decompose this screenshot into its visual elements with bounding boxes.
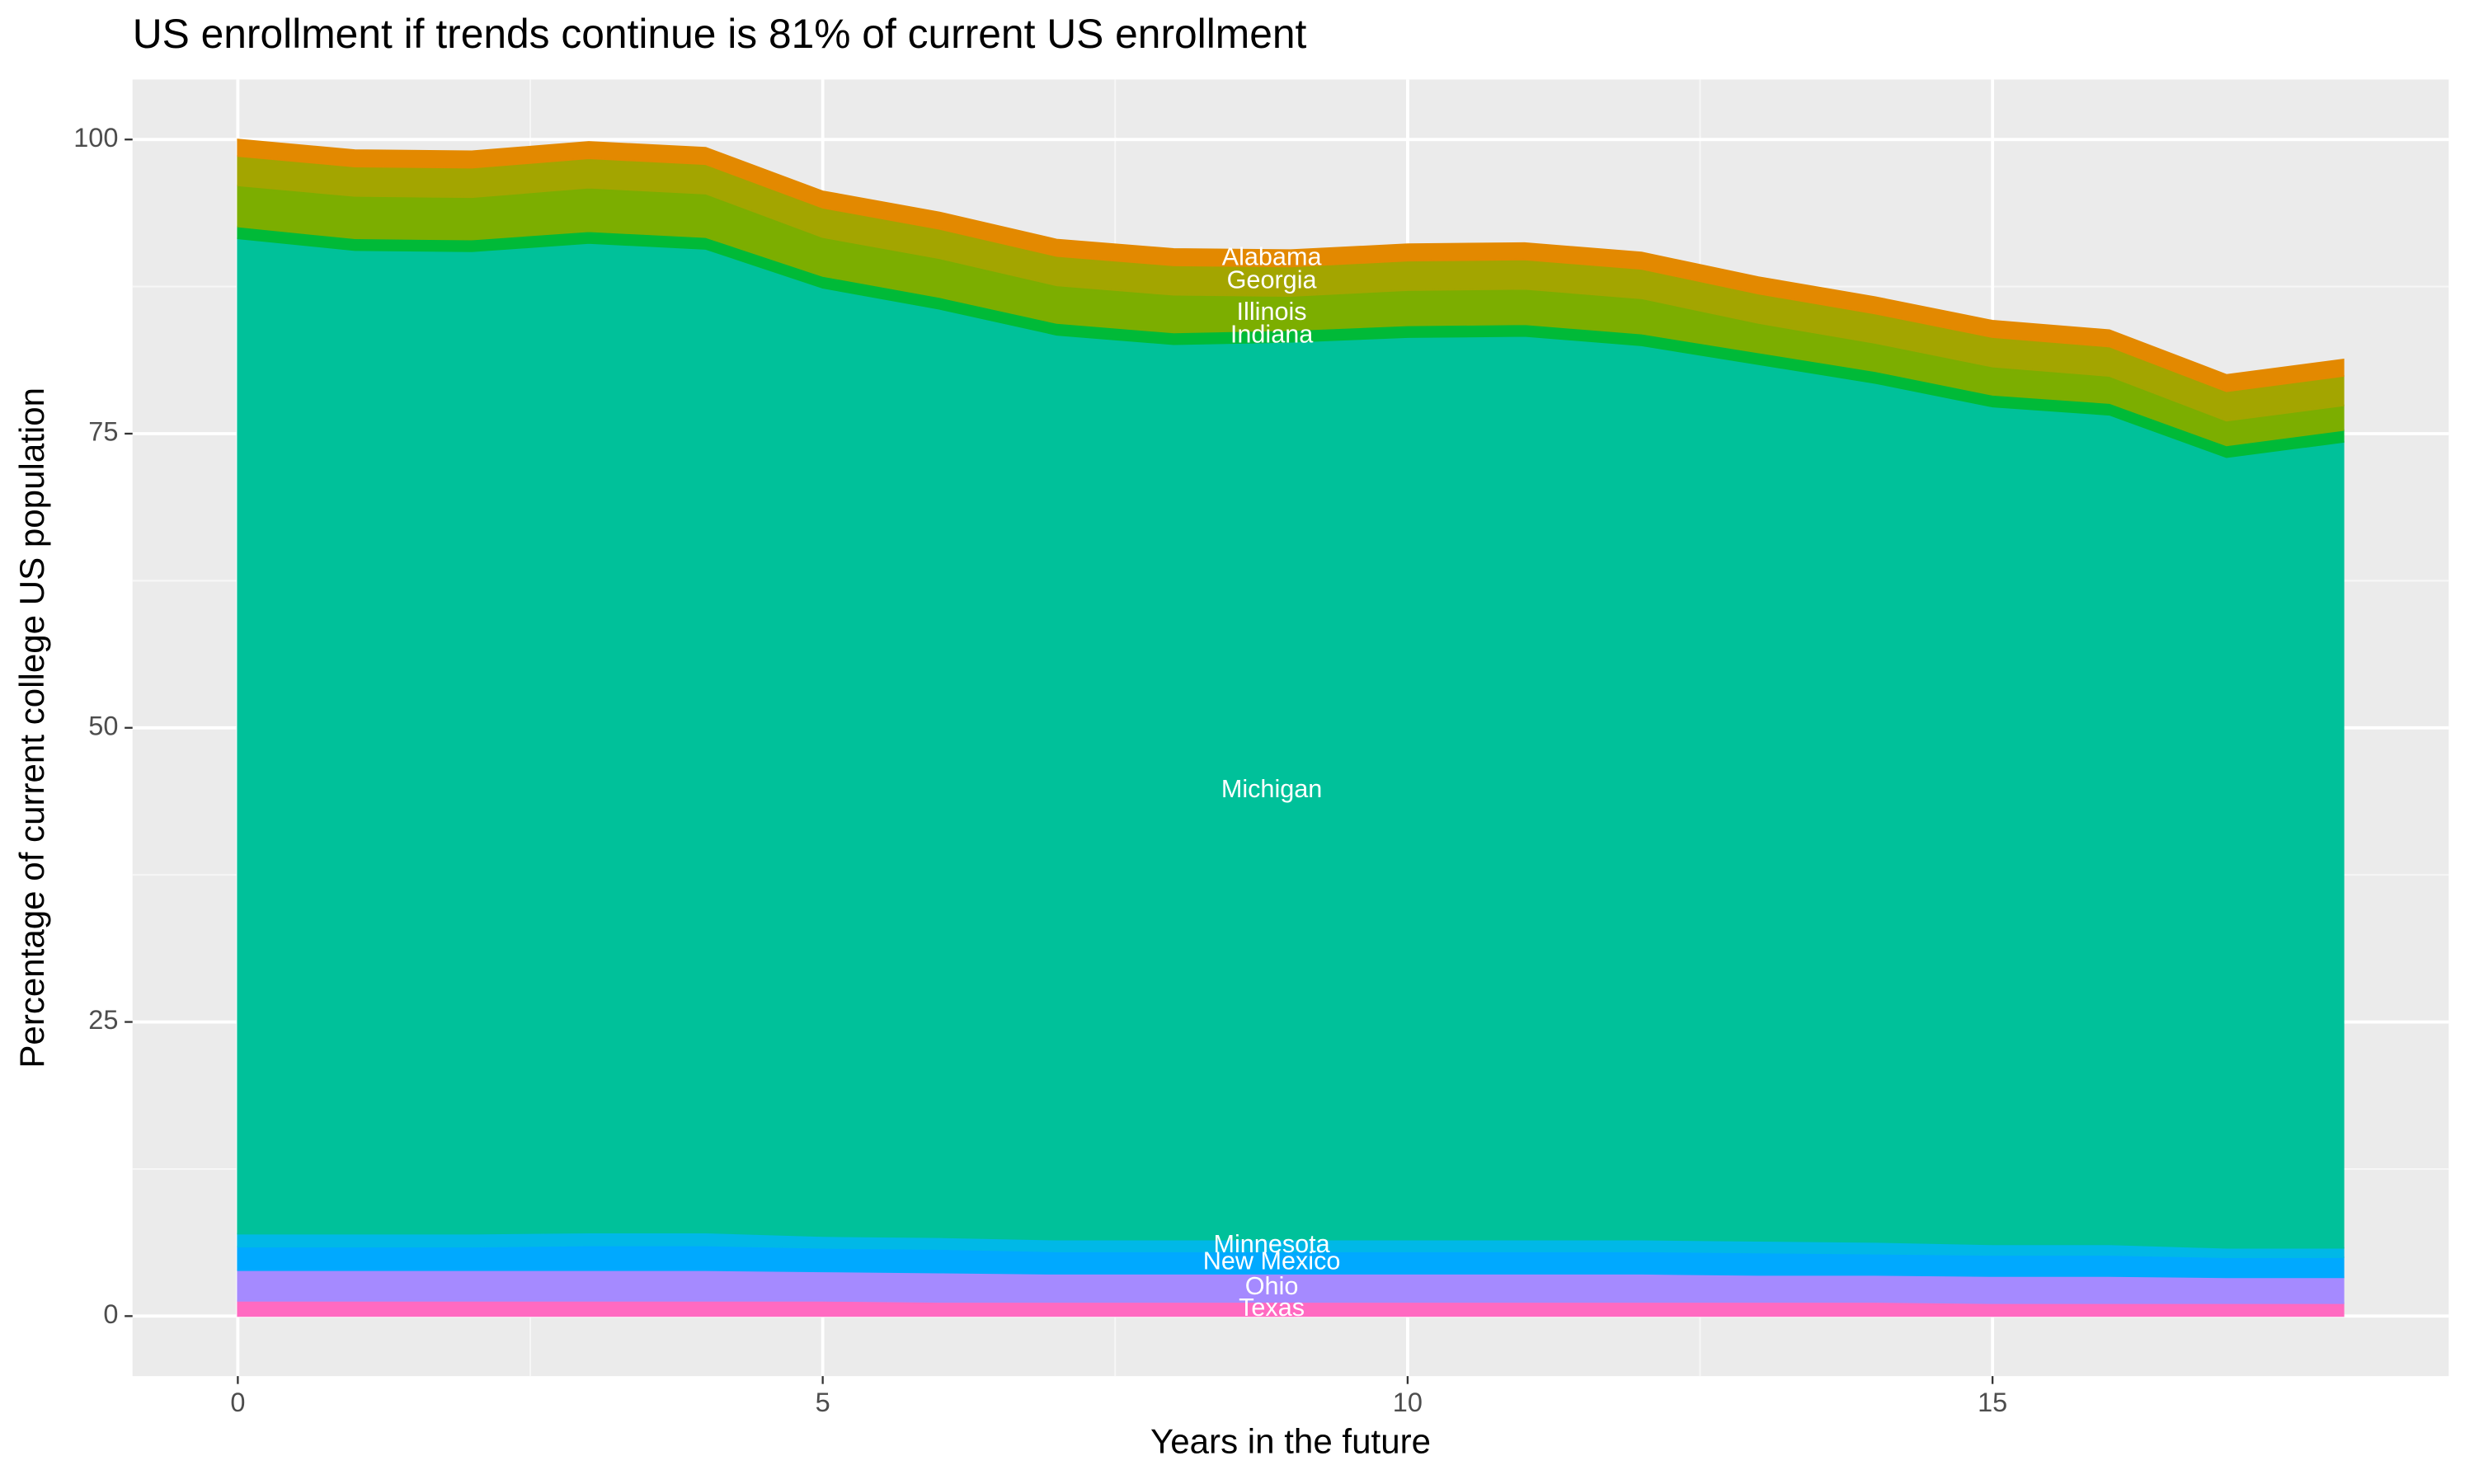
area-label: Minnesota [1213,1230,1330,1258]
area [237,139,2345,392]
area-label: Texas [1239,1294,1305,1322]
area-label: Illinois [1237,298,1307,326]
areas [237,139,2345,1317]
area-label: Michigan [1221,775,1323,803]
y-tick-label: 100 [73,123,118,153]
chart-title: US enrollment if trends continue is 81% … [133,11,1307,57]
y-tick-label: 25 [88,1005,118,1035]
x-tick-label: 5 [816,1388,830,1417]
x-axis-title: Years in the future [1150,1422,1431,1461]
y-axis-title: Percentage of current college US populat… [12,387,51,1068]
axes: 0 5 10 15 0 25 50 75 100 [73,123,2007,1417]
area-label: Alabama [1222,242,1323,270]
y-tick-label: 75 [88,417,118,447]
area-label: Indiana [1230,321,1314,349]
area-label: Ohio [1245,1272,1299,1300]
area-label: New Mexico [1203,1247,1341,1275]
y-tick-label: 50 [88,711,118,740]
area-label: Georgia [1227,265,1318,294]
x-tick-label: 15 [1978,1388,2007,1417]
y-tick-label: 0 [103,1299,118,1329]
x-tick-label: 10 [1393,1388,1423,1417]
x-tick-label: 0 [230,1388,245,1417]
